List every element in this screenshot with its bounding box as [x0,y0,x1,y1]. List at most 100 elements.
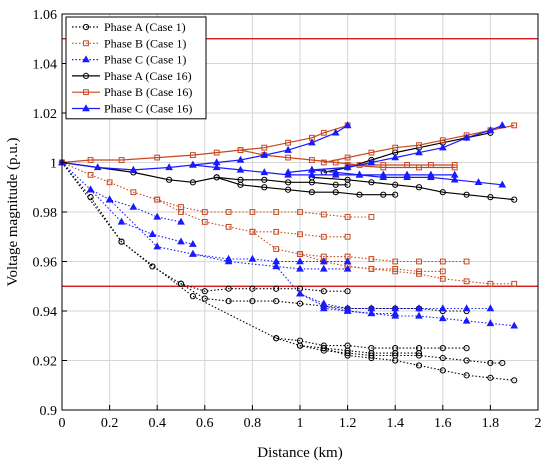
series-2-point [438,314,447,322]
series-0-point [415,362,423,369]
series-2-point [319,257,328,265]
y-tick-label: 1.02 [33,107,58,122]
series-5-point [308,138,316,146]
series-0-point [439,345,446,352]
x-tick-label: 0.6 [196,416,214,431]
series-layer [58,121,519,384]
series-1-point [392,266,399,272]
series-0-point [344,347,351,354]
y-tick-label: 0.98 [33,206,58,221]
series-5 [58,121,507,188]
legend-marker-2 [82,55,90,63]
series-0-point [463,345,470,352]
series-0-point [368,352,375,359]
series-5-point [236,155,245,163]
series-0-point [273,335,280,342]
x-tick-label: 0.8 [244,416,262,431]
series-4-point [320,159,327,166]
series-1-point [297,231,303,238]
series-4-point [309,157,315,163]
series-0-point [463,372,470,379]
series-4-point [439,137,446,144]
series-1-point [344,233,351,240]
series-1-point [463,278,470,285]
series-0-point [439,354,446,362]
series-0-point [320,345,327,352]
series-5-point [474,178,483,185]
series-4-point [380,164,387,171]
series-2-line-0 [61,162,182,223]
series-4-line-3 [347,164,455,169]
series-3-point [189,179,196,186]
series-0-point [149,263,156,270]
legend-entry: Phase A (Case 1) [104,20,186,34]
series-1-point [320,233,327,240]
series-2-point [129,202,138,210]
series-4-point [285,139,292,146]
series-2-point [343,257,352,265]
series-0-point [463,357,470,364]
series-5-point [367,158,376,166]
series-4-point [190,152,196,158]
series-1-point [273,228,280,235]
legend-entry: Phase A (Case 16) [104,69,192,83]
series-4-point [368,149,375,156]
series-0-point [415,349,423,357]
series-1-point [463,258,470,265]
series-5-point [427,173,435,181]
series-3-point [415,184,423,191]
series-2-point [296,264,304,272]
series-3-point [237,181,244,188]
legend-marker-1 [83,40,89,47]
series-1-point [273,246,280,253]
series-5-point [498,180,507,188]
legend-marker-3 [82,72,90,80]
series-4-point [213,149,220,156]
series-0-point [439,367,446,374]
series-0-point [249,285,256,292]
series-4-point [416,164,422,171]
series-0-point [87,194,94,201]
series-4-point [511,122,518,129]
series-1-point [392,258,399,265]
series-1-point [487,280,494,287]
series-0-point [189,293,196,300]
series-1-point [201,219,208,225]
series-5-point [391,153,400,161]
series-4-point [261,144,268,151]
series-1 [59,159,518,287]
series-0-point [273,298,280,305]
series-5-point [212,163,221,171]
series-0-point [201,288,208,295]
series-5-point [486,126,495,134]
series-5-point [284,168,292,176]
series-1-point [225,209,232,215]
series-5-point [308,170,316,178]
legend-entry: Phase B (Case 1) [104,36,186,50]
series-5-point [450,175,459,183]
series-2-point [319,304,328,312]
series-2-point [510,321,519,329]
series-2-point [189,249,197,257]
series-0-point [499,359,506,367]
series-2-point [415,304,423,312]
series-2-point [343,306,352,314]
series-3-point [392,191,399,198]
series-2-point [224,257,233,265]
series-3-point [392,181,399,188]
legend: Phase A (Case 1) Phase B (Case 1) Phase C … [65,16,207,120]
series-1-point [368,266,375,272]
series-5-point [379,173,388,181]
series-2-point [391,309,400,317]
series-1-line-1 [156,199,348,238]
series-3-line-0 [61,161,348,186]
series-5-point [415,148,423,156]
series-0-point [344,349,351,357]
series-4-point [320,129,327,136]
x-tick-label: 1.2 [339,416,357,431]
series-5-point [308,165,316,173]
series-5-point [403,173,411,181]
series-1-point [297,209,303,215]
series-1-point [154,196,161,203]
